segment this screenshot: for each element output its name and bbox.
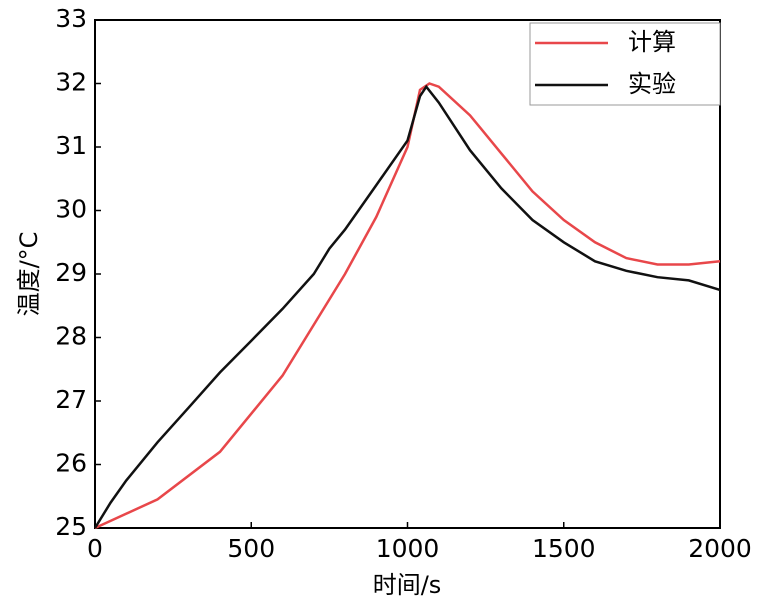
x-tick-label: 1000 <box>376 534 440 563</box>
x-tick-label: 1500 <box>532 534 596 563</box>
series-line <box>94 82 721 530</box>
y-tick-label: 28 <box>55 322 87 351</box>
x-tick-label: 500 <box>227 534 275 563</box>
y-tick-label: 25 <box>55 512 87 541</box>
x-axis-label: 时间/s <box>373 571 442 599</box>
x-tick-label: 2000 <box>688 534 752 563</box>
y-tick-label: 33 <box>55 4 87 33</box>
y-tick-label: 27 <box>55 385 87 414</box>
y-axis-label: 温度/°C <box>15 232 43 317</box>
y-tick-label: 31 <box>55 131 87 160</box>
y-tick-label: 30 <box>55 195 87 224</box>
legend-label: 实验 <box>628 70 676 98</box>
y-tick-label: 29 <box>55 258 87 287</box>
y-tick-label: 26 <box>55 449 87 478</box>
y-tick-label: 32 <box>55 68 87 97</box>
legend-label: 计算 <box>628 28 676 56</box>
x-tick-label: 0 <box>87 534 103 563</box>
series-line <box>93 84 721 529</box>
legend-box <box>529 22 721 106</box>
